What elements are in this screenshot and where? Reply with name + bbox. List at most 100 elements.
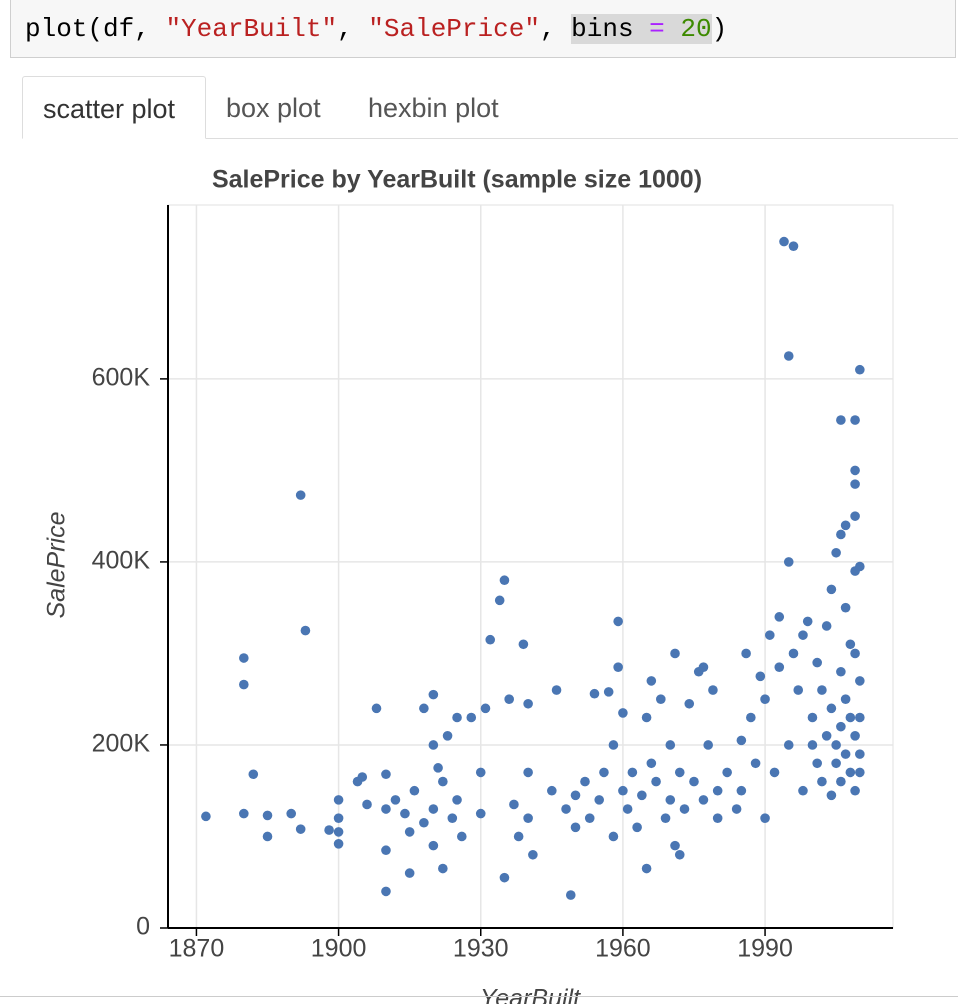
point bbox=[381, 886, 391, 897]
point bbox=[428, 840, 439, 851]
point bbox=[783, 740, 794, 750]
point bbox=[499, 575, 510, 586]
point bbox=[750, 758, 761, 769]
point bbox=[438, 863, 448, 874]
point bbox=[807, 712, 818, 723]
point bbox=[409, 785, 420, 796]
y-tick-label: 0 bbox=[136, 913, 150, 941]
point bbox=[684, 698, 695, 709]
code-token: bins bbox=[571, 14, 634, 44]
point bbox=[674, 767, 685, 778]
point bbox=[494, 595, 505, 606]
point bbox=[821, 731, 832, 741]
point bbox=[400, 808, 410, 819]
point bbox=[798, 785, 808, 796]
point bbox=[613, 662, 623, 672]
point bbox=[855, 364, 865, 375]
point bbox=[523, 767, 533, 778]
point bbox=[760, 813, 770, 823]
point bbox=[599, 767, 609, 778]
point bbox=[826, 790, 837, 801]
point bbox=[850, 415, 860, 425]
point bbox=[428, 804, 439, 814]
point bbox=[802, 616, 813, 627]
tab[interactable]: box plot bbox=[226, 93, 321, 123]
point bbox=[499, 872, 510, 883]
point bbox=[783, 557, 794, 567]
x-tick-label: 1870 bbox=[169, 935, 225, 963]
point bbox=[703, 740, 713, 750]
y-tick-label: 600K bbox=[92, 363, 151, 391]
point bbox=[513, 831, 524, 842]
point bbox=[831, 740, 841, 750]
tab[interactable]: scatter plot bbox=[22, 76, 206, 139]
point bbox=[679, 804, 690, 814]
point bbox=[475, 767, 486, 778]
point bbox=[722, 767, 732, 778]
point bbox=[855, 749, 865, 759]
point bbox=[656, 694, 666, 705]
tab[interactable]: hexbin plot bbox=[368, 93, 499, 123]
point bbox=[419, 817, 429, 828]
point bbox=[831, 758, 841, 769]
point bbox=[603, 687, 614, 697]
point bbox=[812, 657, 822, 668]
point bbox=[850, 479, 860, 489]
point bbox=[850, 648, 860, 659]
x-axis-label: YearBuilt bbox=[480, 985, 581, 1004]
point bbox=[736, 785, 747, 796]
code-token: "SalePrice" bbox=[368, 14, 540, 44]
point bbox=[760, 694, 770, 705]
point bbox=[333, 813, 344, 823]
point bbox=[850, 465, 860, 476]
point bbox=[798, 630, 808, 640]
point bbox=[826, 703, 837, 714]
point bbox=[741, 648, 751, 659]
point bbox=[618, 785, 628, 796]
point bbox=[731, 804, 742, 814]
point bbox=[570, 822, 581, 833]
point bbox=[840, 520, 851, 531]
point bbox=[651, 776, 661, 787]
point bbox=[404, 868, 415, 878]
point bbox=[452, 795, 462, 805]
point bbox=[840, 749, 851, 759]
tab-bar: scatter plot box plot hexbin plot bbox=[22, 76, 958, 139]
point bbox=[518, 639, 529, 650]
point bbox=[442, 731, 453, 741]
point bbox=[840, 694, 851, 705]
point bbox=[584, 813, 595, 823]
point bbox=[419, 703, 429, 714]
point bbox=[589, 688, 600, 699]
point bbox=[357, 772, 368, 782]
point bbox=[670, 648, 680, 659]
point bbox=[551, 685, 562, 695]
point bbox=[807, 740, 818, 750]
point bbox=[452, 712, 462, 723]
point bbox=[438, 776, 448, 787]
point bbox=[466, 712, 477, 723]
point bbox=[755, 671, 766, 682]
x-tick-label: 1990 bbox=[737, 935, 793, 963]
point bbox=[262, 831, 273, 842]
x-tick-label: 1960 bbox=[595, 935, 651, 963]
point bbox=[239, 679, 249, 690]
point bbox=[295, 824, 306, 834]
point bbox=[627, 767, 638, 778]
point bbox=[712, 785, 723, 796]
point bbox=[390, 795, 401, 805]
point bbox=[523, 813, 533, 823]
point bbox=[817, 685, 827, 695]
code-token: plot(df, bbox=[25, 14, 166, 44]
point bbox=[689, 776, 699, 787]
code-token: , bbox=[337, 14, 369, 44]
point bbox=[428, 740, 439, 750]
point bbox=[262, 810, 273, 821]
point bbox=[641, 712, 652, 723]
code-cell[interactable]: plot(df, "YearBuilt", "SalePrice", bins … bbox=[10, 0, 956, 58]
code-token: ) bbox=[711, 14, 728, 44]
point bbox=[698, 662, 709, 672]
point bbox=[523, 698, 533, 709]
